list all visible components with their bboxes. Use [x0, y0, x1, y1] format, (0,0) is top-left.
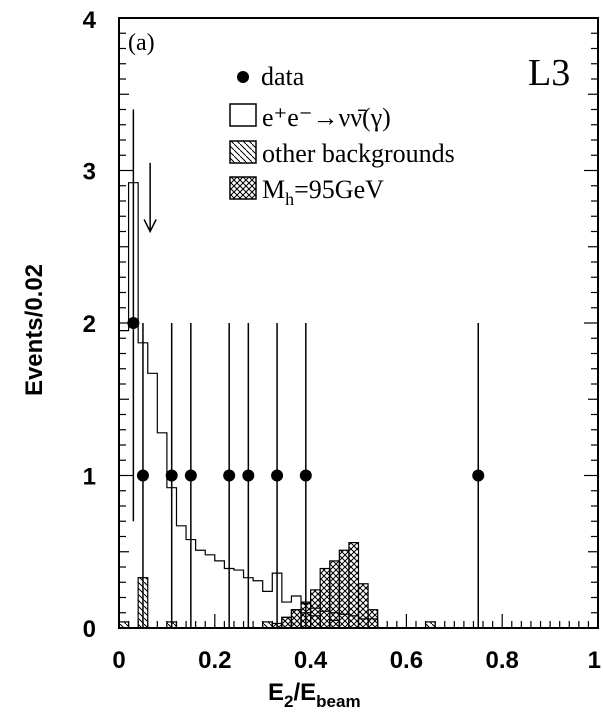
x-axis-title: E2/Ebeam	[268, 679, 361, 711]
y-tick-label: 2	[83, 311, 96, 338]
higgs-signal-bar	[290, 609, 302, 629]
data-points	[127, 109, 485, 628]
y-axis-title: Events/0.02	[21, 264, 48, 396]
y-tick-label: 0	[83, 616, 96, 643]
higgs-signal-bar	[329, 560, 340, 629]
higgs-signal-bar	[310, 589, 321, 629]
experiment-label: L3	[528, 52, 570, 94]
data-point	[242, 469, 255, 482]
y-tick-label: 1	[83, 464, 96, 491]
legend-higgs-label: Mh=95GeV	[262, 175, 384, 209]
higgs-signal-bar	[357, 583, 369, 629]
x-tick-label: 0	[112, 647, 125, 674]
x-tick-label: 0.8	[486, 647, 519, 674]
x-tick-label: 0.6	[390, 647, 423, 674]
tick-labels: 0 0.2 0.4 0.6 0.8 1 0 1 2 3 4	[83, 7, 601, 674]
legend-higgs-swatch	[229, 176, 257, 200]
higgs-signal-bar	[338, 549, 350, 629]
data-point	[127, 317, 140, 329]
higgs-signal-bar	[348, 541, 360, 629]
data-point	[165, 469, 178, 482]
higgs-signal-bar	[367, 609, 379, 629]
cut-arrow	[143, 162, 157, 234]
higgs-signal-bar	[281, 616, 293, 629]
axis-ticks	[118, 17, 599, 629]
legend-other-label: other backgrounds	[262, 139, 455, 168]
cut-arrow-head	[143, 219, 157, 234]
legend-data-marker	[237, 71, 249, 83]
x-tick-label: 0.4	[294, 647, 328, 674]
legend: data e⁺e⁻→νν̄(γ) other backgrounds Mh=95…	[229, 62, 455, 209]
legend-nunu-label: e⁺e⁻→νν̄(γ)	[262, 103, 391, 132]
legend-nunu-swatch	[229, 103, 257, 127]
data-point	[184, 469, 197, 482]
panel-label: (a)	[128, 30, 155, 56]
data-point	[136, 469, 149, 482]
x-tick-label: 0.2	[198, 647, 231, 674]
data-point	[223, 469, 236, 482]
higgs-signal-bar	[319, 567, 331, 629]
legend-other-swatch	[229, 140, 257, 164]
y-tick-label: 4	[83, 7, 97, 34]
y-tick-label: 3	[83, 159, 96, 186]
data-point	[472, 469, 485, 482]
data-point	[271, 469, 284, 482]
data-point	[299, 469, 312, 482]
legend-data-label: data	[261, 62, 305, 91]
x-tick-label: 1	[588, 647, 601, 674]
